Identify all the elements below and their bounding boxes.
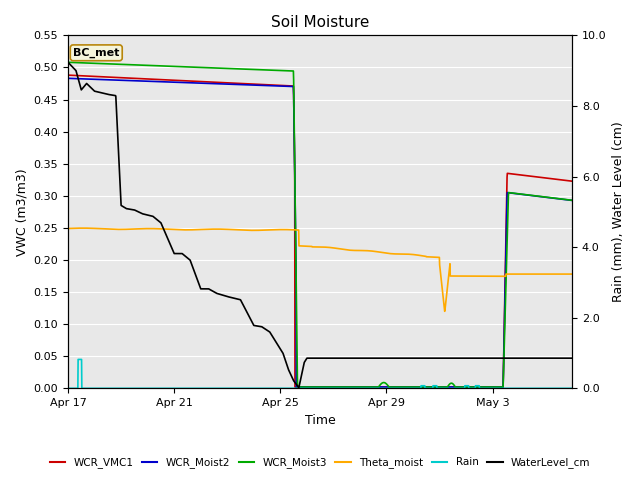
Y-axis label: Rain (mm), Water Level (cm): Rain (mm), Water Level (cm) (612, 121, 625, 302)
Title: Soil Moisture: Soil Moisture (271, 15, 369, 30)
Text: BC_met: BC_met (73, 48, 120, 58)
Y-axis label: VWC (m3/m3): VWC (m3/m3) (15, 168, 28, 256)
Legend: WCR_VMC1, WCR_Moist2, WCR_Moist3, Theta_moist, Rain, WaterLevel_cm: WCR_VMC1, WCR_Moist2, WCR_Moist3, Theta_… (45, 453, 595, 472)
X-axis label: Time: Time (305, 414, 335, 427)
